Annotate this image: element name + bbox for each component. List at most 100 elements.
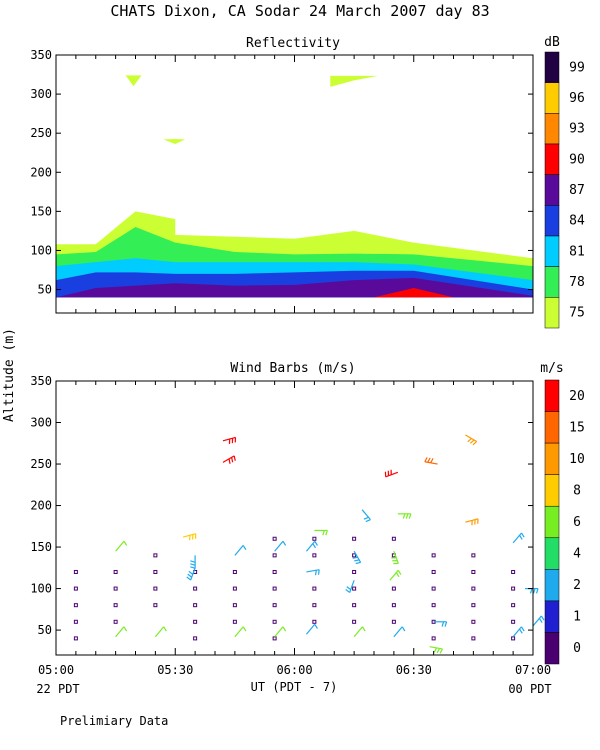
calm-point — [193, 619, 198, 624]
calm-point — [113, 619, 118, 624]
wind-barb — [274, 626, 287, 638]
wind-barb-shaft — [353, 626, 363, 638]
wind-barb — [512, 532, 525, 544]
wind-colorbar-label: 8 — [573, 483, 581, 498]
wind-barb-shaft — [389, 569, 399, 581]
wind-barb — [532, 615, 545, 627]
wind-barb — [345, 580, 355, 593]
reflectivity-colorbar-swatch — [544, 51, 560, 83]
calm-point — [113, 603, 118, 608]
calm-point — [431, 603, 436, 608]
wind-colorbar-label: 10 — [569, 452, 585, 467]
wind-ytick-label: 250 — [30, 457, 52, 471]
calm-point — [73, 586, 78, 591]
wind-barb-flag — [401, 626, 406, 632]
wind-barb-shaft — [306, 569, 320, 573]
reflectivity-colorbar-swatch — [544, 174, 560, 206]
altitude-axis-label: Altitude (m) — [2, 328, 17, 422]
reflectivity-colorbar-swatch — [544, 205, 560, 237]
wind-barb — [274, 540, 287, 552]
calm-point — [153, 586, 158, 591]
wind-xtick-label: 07:00 — [515, 663, 551, 677]
wind-barb-flag — [242, 545, 247, 550]
calm-point — [232, 619, 237, 624]
wind-barb-flag — [190, 566, 196, 569]
calm-point — [511, 619, 516, 624]
wind-colorbar-swatch — [544, 537, 560, 570]
calm-point — [511, 569, 516, 574]
calm-point — [272, 536, 277, 541]
calm-point — [312, 603, 317, 608]
reflectivity-patch — [125, 75, 142, 87]
wind-barb-title: Wind Barbs (m/s) — [230, 361, 355, 376]
calm-point — [312, 553, 317, 558]
wind-xtick-label: 05:30 — [157, 663, 193, 677]
wind-barb-flag — [123, 540, 128, 546]
wind-barb-flag — [314, 623, 318, 629]
wind-barb-flag — [163, 626, 167, 632]
wind-barb-shaft — [512, 532, 522, 544]
wind-barb-flag — [361, 626, 366, 632]
wind-barb-flag — [282, 540, 287, 546]
wind-barb — [465, 434, 478, 446]
wind-barb-flag — [439, 648, 443, 654]
wind-barb-flag — [520, 532, 525, 538]
reflectivity-patch — [163, 139, 186, 144]
wind-barb — [190, 555, 196, 569]
calm-point — [272, 569, 277, 574]
wind-ytick-label: 200 — [30, 499, 52, 513]
wind-barb — [353, 626, 366, 638]
reflectivity-colorbar-swatch — [544, 82, 560, 114]
wind-barb — [305, 540, 318, 552]
wind-colorbar-label: 6 — [573, 515, 581, 530]
reflectivity-colorbar-swatch — [544, 266, 560, 298]
reflectivity-colorbar-swatch — [544, 235, 560, 267]
wind-barb-flag — [242, 626, 247, 632]
wind-barb-flag — [233, 455, 236, 461]
calm-point — [391, 603, 396, 608]
wind-barb-flag — [190, 563, 196, 566]
x-axis-label: UT (PDT - 7) — [251, 680, 338, 694]
reflectivity-ytick-label: 100 — [30, 243, 52, 257]
figure-title: CHATS Dixon, CA Sodar 24 March 2007 day … — [110, 2, 489, 20]
wind-barb — [115, 626, 128, 638]
calm-point — [352, 536, 357, 541]
calm-point — [352, 586, 357, 591]
wind-barb-flag — [190, 560, 196, 563]
wind-barb-flag — [355, 561, 361, 565]
calm-point — [312, 536, 317, 541]
reflectivity-ytick-label: 250 — [30, 126, 52, 140]
calm-point — [391, 536, 396, 541]
wind-barb — [352, 550, 362, 565]
wind-barb-shaft — [305, 540, 316, 552]
wind-barb-flag — [314, 570, 317, 576]
wind-barb — [222, 436, 237, 444]
wind-barb-flag — [540, 615, 545, 621]
wind-barb-flag — [402, 513, 406, 519]
reflectivity-ytick-label: 300 — [30, 87, 52, 101]
wind-barb-flag — [441, 621, 445, 627]
wind-barb-flag — [405, 513, 409, 519]
calm-point — [312, 619, 317, 624]
wind-colorbar-label: 4 — [573, 547, 581, 562]
wind-barb-flag — [314, 540, 318, 546]
wind-ytick-label: 350 — [30, 374, 52, 388]
wind-barb-flag — [345, 588, 351, 593]
calm-point — [193, 603, 198, 608]
reflectivity-ytick-label: 350 — [30, 48, 52, 62]
wind-xtick-label: 05:00 — [38, 663, 74, 677]
calm-point — [511, 603, 516, 608]
wind-barb — [115, 540, 128, 552]
wind-barb — [234, 626, 247, 638]
wind-barb-shaft — [305, 623, 316, 635]
wind-barb-shaft — [349, 580, 355, 593]
wind-barb-flag — [532, 588, 536, 594]
wind-barb-flag — [472, 441, 478, 446]
wind-colorbar-swatch — [544, 600, 560, 633]
wind-barb-flag — [312, 543, 317, 549]
wind-ytick-label: 100 — [30, 582, 52, 596]
footnote: Prelimiary Data — [60, 714, 168, 728]
calm-point — [352, 603, 357, 608]
reflectivity-colorbar-swatch — [544, 297, 560, 329]
